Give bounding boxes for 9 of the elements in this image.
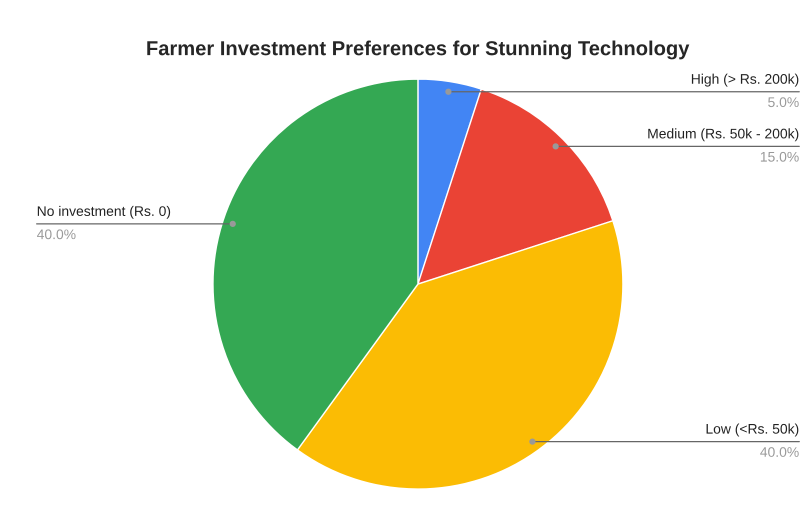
slice-label: No investment (Rs. 0) [38, 206, 170, 219]
data-label: 40.0% [37, 229, 76, 240]
slice-label: Medium (Rs. 50k - 200k) [648, 128, 798, 142]
data-label: 15.0% [760, 152, 799, 162]
data-label: 5.0% [768, 97, 799, 108]
data-label: 40.0% [760, 447, 799, 457]
slice-label: High (> Rs. 200k) [692, 74, 798, 87]
slice-label: Low (<Rs. 50k) [706, 424, 798, 436]
chart-title: Farmer Investment Preferences for Stunning Technology [147, 40, 690, 60]
